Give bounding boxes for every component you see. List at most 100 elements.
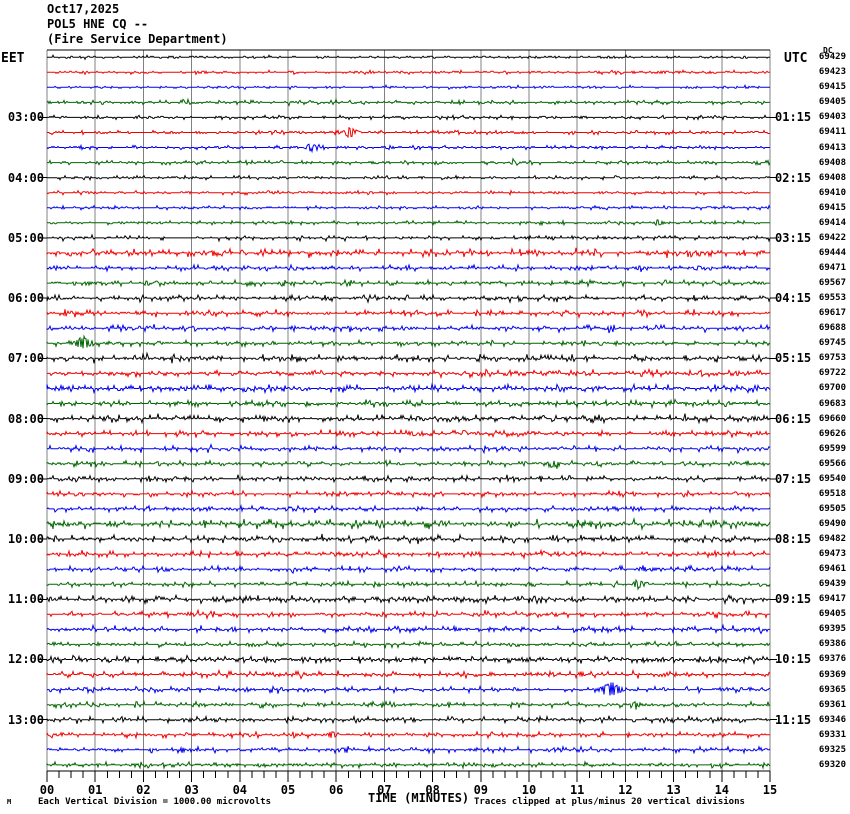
trace-row-23	[46, 398, 771, 410]
x-tick-label: 06	[328, 783, 344, 797]
left-hour-label: 12:00	[7, 652, 44, 666]
right-hour-label: 11:15	[775, 713, 812, 727]
dc-value: 69683	[818, 399, 846, 409]
trace-row-21	[47, 367, 770, 380]
dc-value: 69553	[818, 293, 846, 303]
trace-row-1	[47, 68, 770, 76]
x-tick-label: 10	[521, 783, 537, 797]
right-hour-label: 07:15	[775, 472, 812, 486]
trace-row-17	[46, 308, 771, 319]
dc-value: 69617	[818, 308, 846, 318]
dc-value: 69320	[818, 760, 846, 770]
dc-value: 69444	[818, 248, 846, 258]
x-tick-label: 08	[425, 783, 440, 797]
trace-row-43	[47, 700, 771, 710]
trace-row-20	[46, 351, 771, 364]
dc-value: 69325	[818, 745, 846, 755]
dc-value: 69439	[818, 579, 846, 589]
trace-row-32	[46, 533, 771, 545]
trace-row-24	[47, 413, 771, 425]
trace-row-33	[46, 548, 770, 561]
trace-row-16	[46, 293, 771, 304]
dc-value: 69422	[818, 233, 846, 243]
left-hour-label: 10:00	[7, 532, 44, 546]
trace-row-12	[47, 233, 771, 243]
dc-value: 69410	[818, 188, 846, 198]
left-hour-label: 05:00	[7, 231, 44, 245]
trace-row-2	[47, 83, 770, 91]
scale-footnote: Each Vertical Division = 1000.00 microvo…	[38, 797, 271, 807]
right-hour-label: 09:15	[775, 592, 812, 606]
x-tick-label: 01	[87, 783, 103, 797]
trace-row-47	[46, 760, 771, 770]
trace-row-38	[46, 623, 770, 635]
trace-row-46	[46, 745, 771, 755]
x-tick-label: 05	[280, 783, 296, 797]
dc-value: 69700	[818, 383, 846, 393]
dc-value: 69403	[818, 112, 846, 122]
trace-row-3	[46, 97, 770, 107]
dc-value: 69331	[818, 730, 846, 740]
dc-value: 69540	[818, 474, 846, 484]
trace-row-15	[47, 278, 770, 288]
trace-row-25	[46, 428, 770, 439]
trace-row-6	[46, 143, 770, 154]
dc-value: 69361	[818, 700, 846, 710]
trace-row-34	[46, 564, 771, 575]
dc-value: 69414	[818, 218, 846, 228]
dc-value: 69386	[818, 639, 846, 649]
x-axis-title: TIME (MINUTES)	[368, 791, 470, 805]
dc-value: 69505	[818, 504, 846, 514]
trace-row-44	[46, 714, 771, 725]
left-hour-label: 11:00	[7, 592, 44, 606]
trace-row-41	[46, 668, 771, 680]
dc-value: 69753	[818, 353, 846, 363]
right-hour-label: 05:15	[775, 351, 812, 365]
dc-value: 69626	[818, 429, 846, 439]
x-tick-label: 00	[39, 783, 55, 797]
trace-row-5	[47, 126, 770, 139]
trace-row-28	[47, 473, 770, 484]
eet-axis-label: EET	[1, 51, 25, 66]
trace-row-26	[47, 443, 771, 455]
trace-row-45	[46, 730, 770, 740]
left-hour-label: 07:00	[7, 351, 44, 365]
dc-value: 69413	[818, 143, 846, 153]
x-tick-label: 09	[473, 783, 489, 797]
dc-column-label: DC	[823, 46, 833, 55]
trace-row-8	[47, 174, 771, 182]
trace-row-18	[46, 323, 771, 334]
left-hour-label: 03:00	[7, 110, 44, 124]
trace-row-39	[46, 639, 771, 649]
trace-row-0	[47, 54, 770, 61]
dc-value: 69482	[818, 534, 846, 544]
dc-value: 69599	[818, 444, 846, 454]
right-hour-label: 02:15	[775, 171, 812, 185]
dc-value: 69395	[818, 624, 846, 634]
dc-value: 69408	[818, 173, 846, 183]
x-tick-label: 03	[184, 783, 199, 797]
trace-row-27	[46, 459, 770, 469]
trace-row-42	[47, 682, 770, 696]
dc-value: 69415	[818, 82, 846, 92]
dc-value: 69429	[818, 52, 846, 62]
title-agency: (Fire Service Department)	[47, 32, 228, 46]
left-hour-label: 08:00	[7, 412, 44, 426]
trace-row-35	[46, 578, 771, 591]
dc-value: 69518	[818, 489, 846, 499]
trace-row-19	[46, 334, 771, 349]
dc-value: 69405	[818, 609, 846, 619]
right-hour-label: 03:15	[775, 231, 812, 245]
trace-row-40	[46, 654, 771, 666]
dc-value: 69722	[818, 368, 846, 378]
trace-row-31	[46, 517, 771, 531]
trace-row-14	[46, 263, 771, 273]
dc-value: 69346	[818, 715, 846, 725]
dc-value: 69471	[818, 263, 846, 273]
dc-value: 69408	[818, 158, 846, 168]
x-tick-label: 14	[714, 783, 730, 797]
utc-axis-label: UTC	[784, 51, 808, 66]
left-hour-label: 13:00	[7, 713, 44, 727]
dc-value: 69405	[818, 97, 846, 107]
